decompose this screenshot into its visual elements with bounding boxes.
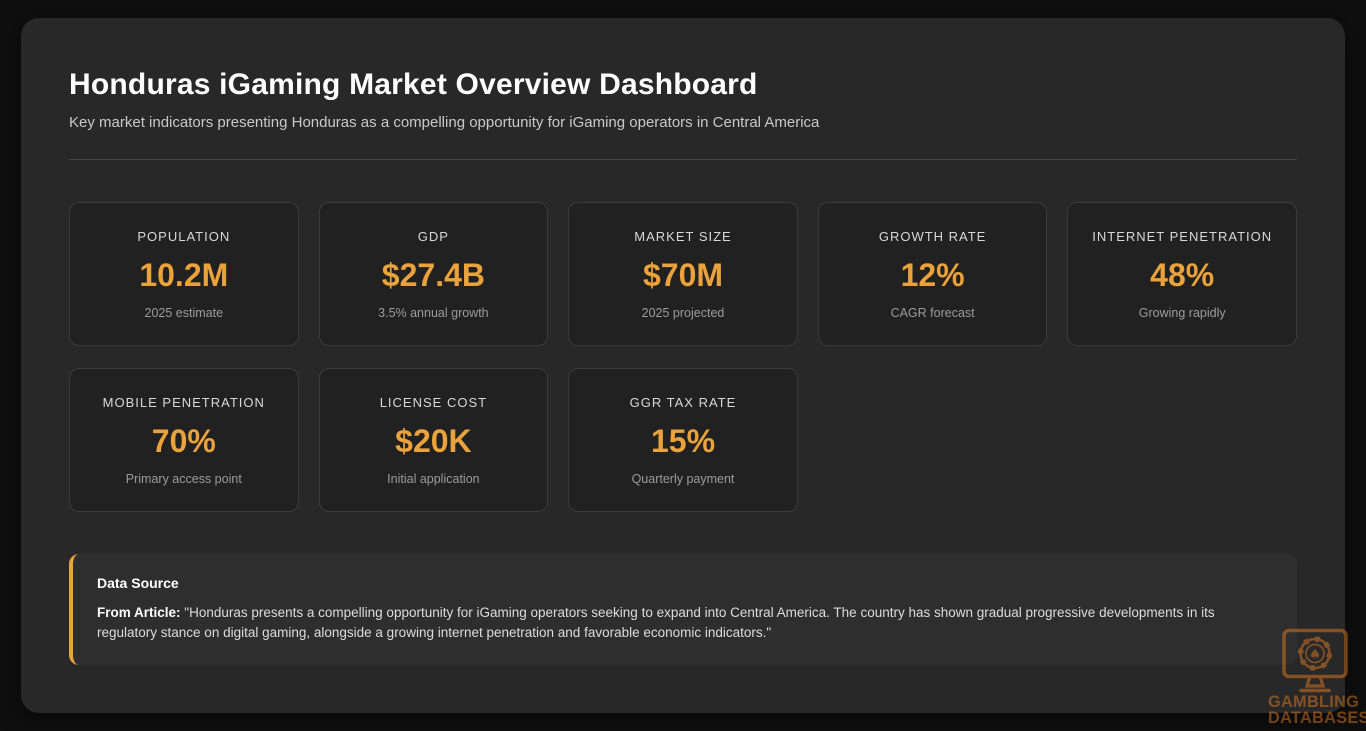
metric-note: Growing rapidly (1138, 305, 1226, 320)
metric-note: Quarterly payment (631, 471, 735, 486)
metric-label: MOBILE PENETRATION (102, 394, 265, 410)
metric-note: 2025 projected (641, 305, 725, 320)
metric-card-population: POPULATION 10.2M 2025 estimate (69, 202, 299, 346)
metric-label: POPULATION (137, 228, 231, 244)
metric-card-grid: POPULATION 10.2M 2025 estimate GDP $27.4… (69, 202, 1297, 512)
metric-note: Initial application (387, 471, 480, 486)
metric-card-ggr-tax-rate: GGR TAX RATE 15% Quarterly payment (568, 368, 798, 512)
metric-value: 15% (650, 422, 716, 459)
data-source-heading: Data Source (97, 575, 179, 591)
metric-label: LICENSE COST (379, 394, 488, 410)
data-source-text: From Article: "Honduras presents a compe… (97, 603, 1273, 643)
metric-note: 3.5% annual growth (378, 305, 489, 320)
metric-note: 2025 estimate (144, 305, 224, 320)
metric-label: INTERNET PENETRATION (1092, 228, 1273, 244)
metric-label: GROWTH RATE (878, 228, 987, 244)
metric-card-market-size: MARKET SIZE $70M 2025 projected (568, 202, 798, 346)
metric-card-growth-rate: GROWTH RATE 12% CAGR forecast (817, 202, 1048, 346)
metric-card-internet-penetration: INTERNET PENETRATION 48% Growing rapidly (1067, 202, 1297, 346)
watermark-text-line2: DATABASES (1268, 708, 1366, 727)
metric-value: 70% (151, 422, 216, 459)
metric-note: Primary access point (125, 471, 242, 486)
metric-card-license-cost: LICENSE COST $20K Initial application (318, 368, 549, 512)
metric-value: $27.4B (381, 256, 485, 293)
page-subtitle: Key market indicators presenting Hondura… (69, 114, 820, 131)
data-source-quote: "Honduras presents a compelling opportun… (97, 605, 1215, 640)
monitor-poker-chip-icon: ♠ (1282, 628, 1348, 693)
dashboard-panel: Honduras iGaming Market Overview Dashboa… (21, 18, 1345, 713)
metric-card-gdp: GDP $27.4B 3.5% annual growth (318, 202, 549, 346)
metric-label: MARKET SIZE (634, 228, 732, 244)
metric-value: $20K (395, 422, 472, 459)
metric-value: 10.2M (139, 256, 229, 293)
data-source-box: Data Source From Article: "Honduras pres… (69, 554, 1297, 665)
metric-value: 12% (900, 256, 965, 293)
metric-card-mobile-penetration: MOBILE PENETRATION 70% Primary access po… (69, 368, 299, 512)
metric-label: GDP (417, 228, 449, 244)
metric-label: GGR TAX RATE (629, 394, 737, 410)
metric-value: 48% (1150, 256, 1215, 293)
svg-text:♠: ♠ (1309, 647, 1322, 663)
metric-note: CAGR forecast (890, 305, 975, 320)
watermark-logo: ♠ GAMBLING DATABASES (1268, 628, 1366, 726)
metric-value: $70M (642, 256, 724, 293)
page-title: Honduras iGaming Market Overview Dashboa… (69, 68, 758, 101)
data-source-prefix: From Article: (97, 605, 181, 620)
watermark-text-line1: GAMBLING (1268, 692, 1360, 711)
header-divider (69, 159, 1297, 160)
